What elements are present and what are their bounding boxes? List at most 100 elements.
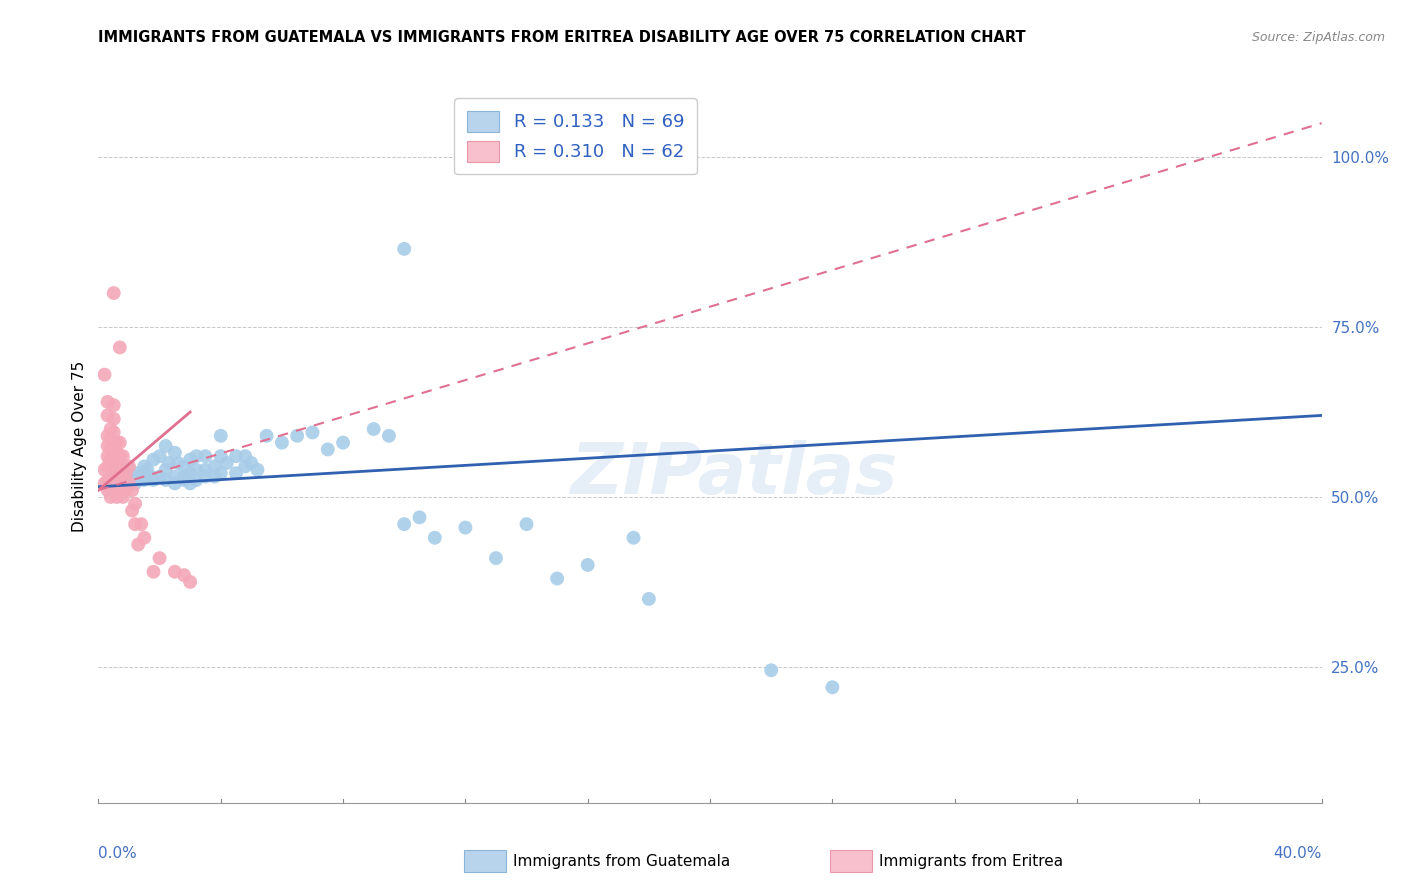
Point [105,456,128,470]
Point [173,473,195,487]
Point [378,429,401,443]
Point [423,531,446,545]
Point [134,459,156,474]
Point [136,463,159,477]
Point [108,459,131,474]
Point [332,435,354,450]
Point [363,422,385,436]
Point [108,341,131,355]
Point [97,394,120,409]
Y-axis label: Disability Age Over 75: Disability Age Over 75 [72,360,87,532]
Point [225,449,247,463]
Point [118,459,141,474]
Point [100,480,122,494]
Point [759,663,782,677]
Point [516,517,538,532]
Point [124,497,146,511]
Point [111,449,134,463]
Point [103,452,125,467]
Point [392,517,416,532]
Point [108,435,131,450]
Legend: R = 0.133   N = 69, R = 0.310   N = 62: R = 0.133 N = 69, R = 0.310 N = 62 [454,98,697,174]
Point [194,463,217,477]
Point [179,574,201,589]
Point [97,439,120,453]
Point [118,473,141,487]
Text: Source: ZipAtlas.com: Source: ZipAtlas.com [1251,31,1385,45]
Point [155,463,177,477]
Point [270,435,292,450]
Point [392,242,416,256]
Point [105,469,128,483]
Point [115,483,138,498]
Point [179,476,201,491]
Point [209,449,232,463]
Point [285,429,308,443]
Text: 40.0%: 40.0% [1274,846,1322,861]
Point [100,422,122,436]
Point [115,466,138,480]
Point [179,466,201,480]
Point [246,463,269,477]
Point [93,463,115,477]
Point [129,517,152,532]
Point [637,591,661,606]
Point [97,429,120,443]
Point [127,466,149,480]
Point [139,469,162,483]
Point [546,572,568,586]
Point [100,452,122,467]
Point [108,483,131,498]
Point [173,469,195,483]
Point [105,435,128,450]
Point [215,456,238,470]
Point [105,446,128,460]
Point [142,473,165,487]
Point [103,435,125,450]
Point [129,469,152,483]
Point [127,537,149,551]
Point [103,398,125,412]
Point [100,432,122,446]
Point [97,483,120,498]
Point [209,466,232,480]
Point [163,476,186,491]
Point [173,568,195,582]
Point [167,456,190,470]
Point [209,429,232,443]
Point [97,409,120,423]
Point [111,480,134,494]
Point [103,425,125,440]
Point [149,551,172,566]
Point [100,442,122,457]
Point [155,473,177,487]
Point [149,449,172,463]
Text: Immigrants from Guatemala: Immigrants from Guatemala [513,855,731,869]
Point [179,452,201,467]
Point [233,459,256,474]
Point [118,476,141,491]
Point [108,473,131,487]
Point [408,510,430,524]
Point [111,490,134,504]
Point [576,558,599,572]
Point [233,449,256,463]
Point [105,490,128,504]
Point [100,469,122,483]
Point [149,469,172,483]
Point [142,565,165,579]
Point [155,439,177,453]
Point [103,483,125,498]
Point [111,466,134,480]
Point [103,473,125,487]
Point [124,517,146,532]
Point [204,459,226,474]
Point [121,483,143,498]
Point [485,551,508,566]
Point [93,476,115,491]
Point [93,368,115,382]
Point [97,459,120,474]
Point [173,459,195,474]
Text: IMMIGRANTS FROM GUATEMALA VS IMMIGRANTS FROM ERITREA DISABILITY AGE OVER 75 CORR: IMMIGRANTS FROM GUATEMALA VS IMMIGRANTS … [98,29,1026,45]
Point [163,565,186,579]
